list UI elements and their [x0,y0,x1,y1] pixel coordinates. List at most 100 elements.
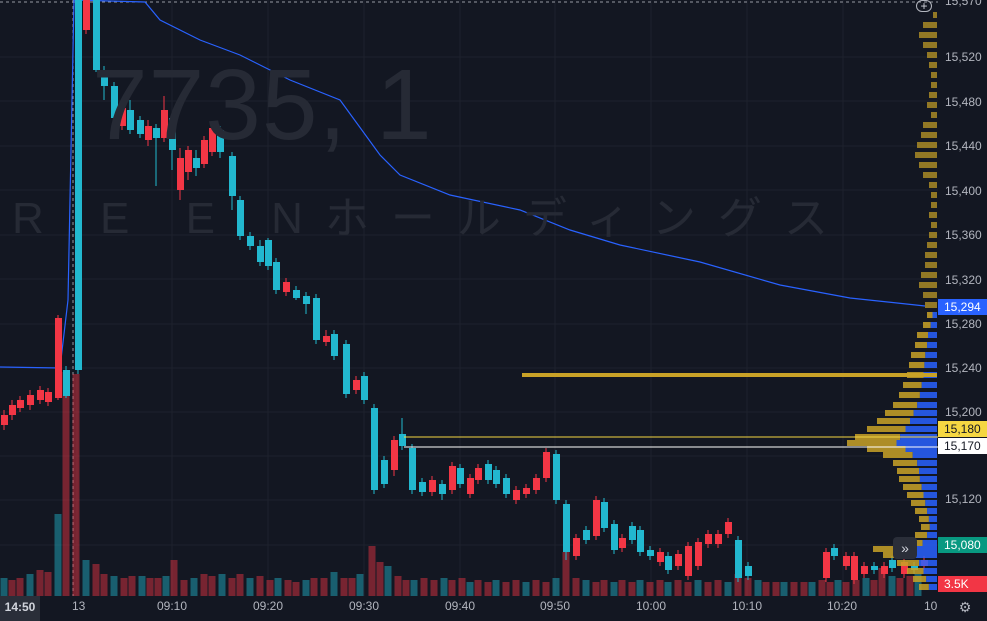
volume-profile [847,12,937,590]
volume-bar [0,578,8,596]
volume-bar [218,574,226,596]
volume-tag: 3.5K [938,576,987,592]
profile-bar [927,102,937,108]
candle-body [217,130,224,152]
profile-bar [910,418,937,424]
profile-bar [923,568,937,574]
profile-bar [923,22,937,28]
volume-bar [906,576,914,596]
volume-bar [340,578,348,596]
candle-body [247,236,254,246]
profile-bar [929,524,937,530]
candle-body [533,478,540,490]
add-price-alert-button[interactable]: + [916,0,932,12]
profile-bar [905,426,937,432]
candle-body [265,240,272,266]
candle-body [119,108,126,126]
profile-bar [931,222,937,228]
volume-bar [734,574,742,596]
volume-bar [618,580,626,596]
price-tick: 15,440 [945,139,982,153]
volume-bar [274,578,282,596]
volume-bar [72,374,80,596]
candle-body [901,562,908,574]
candle-body [331,334,338,356]
candle-body [657,552,664,562]
candle-body [101,70,108,86]
profile-bar [915,152,937,158]
candle-body [647,550,654,556]
volume-bar [636,580,644,596]
profile-bar [919,516,929,522]
time-axis[interactable] [0,596,987,621]
candle-body [381,460,388,484]
volume-bar [16,578,24,596]
candle-body [93,0,100,70]
time-tick: 13 [72,599,86,613]
volume-bar [474,580,482,596]
candle-body [201,140,208,164]
profile-bar [873,546,909,552]
volume-bar [800,582,808,596]
candle-body [283,282,290,292]
volume-bar [310,578,318,596]
volume-bar [402,580,410,596]
volume-bar [420,578,428,596]
candle-body [705,534,712,544]
profile-bar [923,172,937,178]
profile-bar [915,508,928,514]
profile-bar [928,516,937,522]
candle-body [871,566,878,570]
volume-bar [448,580,456,596]
price-tick: 15,520 [945,50,982,64]
volume-bar [384,566,392,596]
candle-body [361,376,368,400]
candle-body [391,440,398,470]
volume-bar [128,576,136,596]
candle-body [353,380,360,390]
scroll-to-realtime-button[interactable]: » [893,537,917,559]
volume-bar [458,578,466,596]
price-tick: 15,360 [945,228,982,242]
volume-bar [430,580,438,596]
volume-bar [878,568,886,596]
price-axis[interactable] [938,0,987,596]
profile-bar [932,312,937,318]
profile-bar [923,322,931,328]
settings-gear-icon[interactable]: ⚙ [958,599,972,615]
profile-bar [922,540,937,546]
profile-bar [917,402,937,408]
watermark-symbol: 7735, 1 [92,49,433,161]
volume-bar [36,570,44,596]
volume-bar [394,576,402,596]
candle-body [237,200,244,236]
candle-body [695,542,702,566]
candle-body [193,158,200,168]
profile-bar [919,476,937,482]
profile-bar [933,12,937,18]
volume-bar [284,580,292,596]
volume-bar [180,580,188,596]
candle-body [161,110,168,138]
volume-bar [348,578,356,596]
candle-body [735,540,742,578]
volume-bars [0,372,922,596]
profile-bar [899,476,920,482]
candle-body [843,556,850,566]
volume-bar [492,580,500,596]
profile-bar [919,162,937,168]
volume-bar [674,580,682,596]
profile-bar [921,272,937,278]
volume-bar [44,572,52,596]
profile-bar [917,460,937,466]
volume-bar [236,574,244,596]
candle-body [619,538,626,548]
profile-bar [925,352,937,358]
volume-bar [502,582,510,596]
profile-bar [912,552,937,558]
volume-bar [780,582,788,596]
profile-bar [915,532,928,538]
candle-body [823,552,830,578]
candle-body [153,128,160,138]
